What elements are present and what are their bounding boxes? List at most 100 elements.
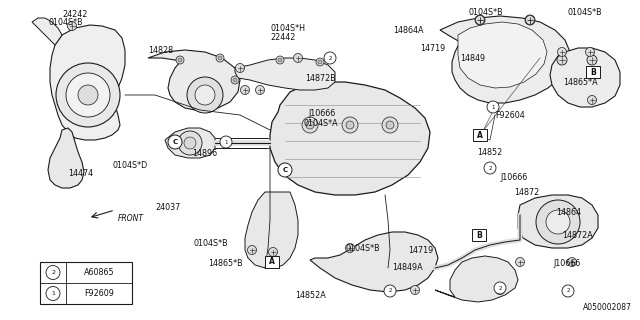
Text: 22442: 22442 — [270, 33, 296, 42]
Text: 14872A: 14872A — [562, 230, 593, 239]
Circle shape — [557, 47, 566, 57]
Text: B: B — [476, 230, 482, 239]
Circle shape — [248, 245, 257, 254]
Text: 14872: 14872 — [514, 188, 540, 196]
FancyBboxPatch shape — [40, 262, 132, 304]
Circle shape — [586, 47, 595, 57]
Circle shape — [587, 55, 597, 65]
Circle shape — [557, 55, 567, 65]
Text: A60865: A60865 — [84, 268, 115, 277]
Circle shape — [515, 258, 525, 267]
Text: 2: 2 — [328, 55, 332, 60]
Circle shape — [525, 15, 534, 25]
Circle shape — [231, 76, 239, 84]
FancyBboxPatch shape — [473, 129, 487, 141]
Circle shape — [68, 22, 76, 30]
Text: 14849A: 14849A — [392, 263, 422, 273]
FancyBboxPatch shape — [586, 66, 600, 78]
Circle shape — [276, 56, 284, 64]
Circle shape — [46, 266, 60, 279]
Circle shape — [546, 210, 570, 234]
Polygon shape — [440, 16, 570, 103]
Circle shape — [342, 117, 358, 133]
Text: 0104S*B: 0104S*B — [345, 244, 380, 252]
Circle shape — [269, 247, 278, 257]
Text: 14828: 14828 — [148, 45, 173, 54]
Circle shape — [525, 15, 535, 25]
Circle shape — [294, 53, 303, 62]
Circle shape — [278, 58, 282, 62]
Text: 14864A: 14864A — [393, 26, 424, 35]
Polygon shape — [32, 18, 62, 45]
Circle shape — [70, 24, 74, 28]
Circle shape — [255, 85, 264, 94]
Circle shape — [220, 136, 232, 148]
Text: FRONT: FRONT — [118, 213, 144, 222]
Text: 14872B: 14872B — [305, 74, 336, 83]
Text: 24242: 24242 — [62, 10, 88, 19]
Text: 2: 2 — [388, 289, 392, 293]
Circle shape — [46, 286, 60, 300]
Text: 14852A: 14852A — [295, 291, 326, 300]
Polygon shape — [270, 82, 430, 195]
Text: J10666: J10666 — [308, 108, 335, 117]
Circle shape — [346, 121, 354, 129]
Text: 0104S*B: 0104S*B — [48, 18, 83, 27]
Text: 14474: 14474 — [68, 169, 93, 178]
Text: 2: 2 — [51, 270, 55, 275]
Circle shape — [306, 121, 314, 129]
Text: 14849: 14849 — [460, 53, 485, 62]
Polygon shape — [235, 58, 335, 90]
Circle shape — [568, 258, 577, 267]
Circle shape — [302, 117, 318, 133]
Circle shape — [487, 101, 499, 113]
Circle shape — [382, 117, 398, 133]
Text: C: C — [172, 139, 177, 145]
Polygon shape — [165, 128, 215, 158]
Circle shape — [176, 56, 184, 64]
Text: A050002087: A050002087 — [583, 303, 632, 312]
Circle shape — [218, 56, 222, 60]
FancyBboxPatch shape — [472, 229, 486, 241]
Circle shape — [236, 63, 244, 73]
Circle shape — [178, 131, 202, 155]
Circle shape — [324, 52, 336, 64]
Text: 14719: 14719 — [408, 245, 433, 254]
Circle shape — [78, 85, 98, 105]
Text: 1: 1 — [224, 140, 228, 145]
Text: 0104S*A: 0104S*A — [303, 118, 338, 127]
Text: A: A — [269, 258, 275, 267]
Circle shape — [384, 285, 396, 297]
Circle shape — [410, 285, 419, 294]
Circle shape — [475, 15, 485, 25]
Polygon shape — [50, 25, 125, 140]
Polygon shape — [48, 128, 84, 188]
Circle shape — [562, 285, 574, 297]
Circle shape — [346, 244, 355, 252]
Text: 2: 2 — [499, 285, 502, 291]
Circle shape — [318, 60, 322, 64]
Text: 24037: 24037 — [155, 203, 180, 212]
Polygon shape — [550, 48, 620, 107]
Polygon shape — [458, 22, 547, 88]
Text: 0104S*B: 0104S*B — [193, 238, 228, 247]
Text: 0104S*B: 0104S*B — [568, 7, 603, 17]
Polygon shape — [310, 232, 438, 292]
Text: J10666: J10666 — [500, 172, 527, 181]
Text: 1: 1 — [51, 291, 55, 296]
Circle shape — [184, 137, 196, 149]
Text: 0104S*H: 0104S*H — [270, 23, 305, 33]
Circle shape — [168, 135, 182, 149]
Circle shape — [67, 21, 77, 30]
FancyBboxPatch shape — [265, 256, 279, 268]
Circle shape — [233, 78, 237, 82]
Circle shape — [66, 73, 110, 117]
Text: 1: 1 — [492, 105, 495, 109]
Text: 14852: 14852 — [477, 148, 502, 156]
Circle shape — [386, 121, 394, 129]
Text: 14896: 14896 — [192, 148, 217, 157]
Text: 2: 2 — [566, 289, 570, 293]
Circle shape — [484, 162, 496, 174]
Circle shape — [216, 54, 224, 62]
Text: 0104S*D: 0104S*D — [112, 161, 147, 170]
